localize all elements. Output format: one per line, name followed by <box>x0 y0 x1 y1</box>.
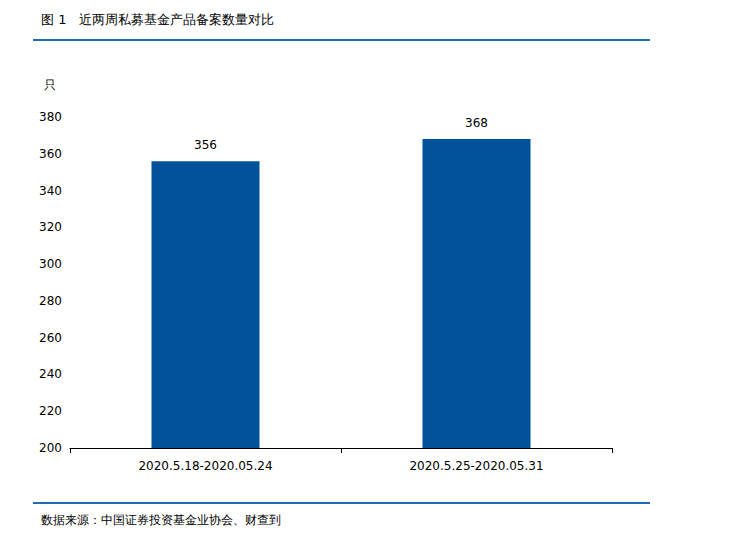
svg-text:数据来源：中国证券投资基金业协会、财查到: 数据来源：中国证券投资基金业协会、财查到 <box>41 513 281 527</box>
svg-text:368: 368 <box>465 116 488 130</box>
svg-text:280: 280 <box>39 294 62 308</box>
svg-text:图 1 近两周私募基金产品备案数量对比: 图 1 近两周私募基金产品备案数量对比 <box>41 12 274 27</box>
svg-text:220: 220 <box>39 404 62 418</box>
svg-text:240: 240 <box>39 367 62 381</box>
svg-text:320: 320 <box>39 220 62 234</box>
svg-text:只: 只 <box>44 78 56 92</box>
svg-text:360: 360 <box>39 147 62 161</box>
svg-text:340: 340 <box>39 184 62 198</box>
svg-text:2020.5.25-2020.05.31: 2020.5.25-2020.05.31 <box>409 459 543 473</box>
svg-text:200: 200 <box>39 441 62 455</box>
svg-text:300: 300 <box>39 257 62 271</box>
svg-text:380: 380 <box>39 110 62 124</box>
svg-text:356: 356 <box>194 138 217 152</box>
svg-text:2020.5.18-2020.05.24: 2020.5.18-2020.05.24 <box>138 459 272 473</box>
svg-text:260: 260 <box>39 331 62 345</box>
